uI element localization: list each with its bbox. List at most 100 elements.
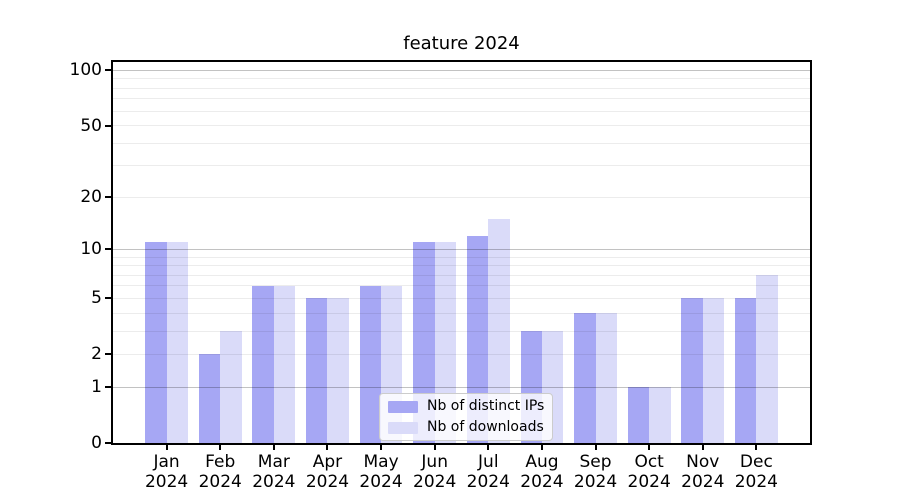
x-label-month-may: May: [363, 452, 399, 472]
y-tick-1: [105, 386, 111, 389]
gridline-minor-90: [113, 78, 810, 80]
x-tick-jan: [165, 445, 168, 450]
x-tick-label-may: May 2024: [351, 452, 411, 492]
bar-distinct-ips-may: [359, 285, 382, 443]
bar-downloads-oct: [649, 387, 671, 443]
y-tick-label-50: 50: [80, 115, 102, 136]
x-tick-oct: [648, 445, 651, 450]
bar-downloads-apr: [327, 298, 349, 443]
gridline-minor-6: [113, 285, 810, 287]
y-tick-label-20: 20: [80, 187, 102, 208]
x-label-month-oct: Oct: [634, 452, 664, 472]
bar-distinct-ips-jul: [466, 235, 489, 443]
x-tick-label-nov: Nov 2024: [673, 452, 733, 492]
gridline-minor-50: [113, 125, 810, 127]
y-tick-label-1: 1: [91, 377, 102, 398]
bar-downloads-jan: [166, 242, 188, 443]
y-tick-label-10: 10: [80, 239, 102, 260]
gridline-minor-7: [113, 274, 810, 276]
x-tick-label-jul: Jul 2024: [458, 452, 518, 492]
bar-downloads-feb: [220, 331, 242, 443]
x-label-year-nov: 2024: [681, 472, 725, 492]
y-tick-5: [105, 297, 111, 300]
x-label-year-apr: 2024: [305, 472, 350, 492]
bar-downloads-sep: [595, 313, 617, 443]
gridline-minor-2: [113, 353, 810, 355]
y-tick-50: [105, 124, 111, 127]
bar-downloads-mar: [273, 285, 296, 443]
gridline-minor-60: [113, 110, 810, 112]
plot-area: [111, 60, 812, 445]
x-tick-jun: [433, 445, 436, 450]
gridline-minor-40: [113, 142, 810, 144]
x-tick-apr: [326, 445, 329, 450]
x-tick-label-aug: Aug 2024: [512, 452, 572, 492]
y-tick-2: [105, 353, 111, 356]
x-label-year-sep: 2024: [573, 472, 618, 492]
gridline-major-100: [113, 69, 810, 71]
gridline-minor-4: [113, 312, 810, 314]
bar-downloads-jul: [488, 219, 510, 443]
bar-downloads-nov: [702, 298, 725, 443]
x-label-year-feb: 2024: [198, 472, 242, 492]
x-tick-dec: [755, 445, 758, 450]
x-label-year-may: 2024: [359, 472, 403, 492]
legend: Nb of distinct IPs Nb of downloads: [379, 393, 554, 441]
y-tick-10: [105, 248, 111, 251]
x-label-year-jun: 2024: [413, 472, 457, 492]
legend-swatch-distinct-ips: [388, 400, 418, 413]
x-tick-mar: [272, 445, 275, 450]
x-label-year-mar: 2024: [252, 472, 296, 492]
bar-distinct-ips-mar: [252, 285, 274, 443]
bar-distinct-ips-nov: [681, 298, 703, 443]
gridline-minor-30: [113, 165, 810, 167]
legend-entry-distinct-ips: Nb of distinct IPs: [388, 399, 544, 414]
x-label-month-jan: Jan: [153, 452, 180, 472]
x-label-year-dec: 2024: [734, 472, 778, 492]
x-tick-label-feb: Feb 2024: [190, 452, 250, 492]
legend-entry-downloads: Nb of downloads: [388, 420, 544, 435]
gridline-minor-70: [113, 98, 810, 100]
x-tick-label-sep: Sep 2024: [566, 452, 626, 492]
x-tick-label-oct: Oct 2024: [619, 452, 679, 492]
x-label-month-mar: Mar: [257, 452, 290, 472]
gridline-major-10: [113, 248, 810, 250]
bar-distinct-ips-dec: [734, 298, 757, 443]
x-label-year-oct: 2024: [627, 472, 671, 492]
x-tick-label-dec: Dec 2024: [726, 452, 786, 492]
x-tick-may: [380, 445, 383, 450]
gridline-minor-9: [113, 256, 810, 258]
y-tick-label-5: 5: [91, 288, 102, 309]
bar-distinct-ips-sep: [574, 313, 596, 443]
x-label-month-jun: Jun: [421, 452, 448, 472]
y-tick-label-100: 100: [69, 60, 102, 81]
x-tick-jul: [487, 445, 490, 450]
legend-swatch-downloads: [388, 421, 418, 434]
x-tick-label-apr: Apr 2024: [297, 452, 357, 492]
x-label-year-jan: 2024: [144, 472, 189, 492]
x-label-month-apr: Apr: [312, 452, 343, 472]
x-label-month-jul: Jul: [478, 452, 499, 472]
y-tick-label-0: 0: [91, 433, 102, 453]
x-tick-sep: [594, 445, 597, 450]
gridline-minor-8: [113, 265, 810, 267]
bar-distinct-ips-jun: [413, 242, 435, 443]
bar-downloads-dec: [756, 275, 778, 443]
gridline-minor-20: [113, 196, 810, 198]
x-tick-label-jan: Jan 2024: [137, 452, 197, 492]
x-label-month-sep: Sep: [579, 452, 612, 472]
legend-label-distinct-ips: Nb of distinct IPs: [427, 398, 545, 414]
legend-label-downloads: Nb of downloads: [427, 419, 544, 435]
y-tick-label-2: 2: [91, 344, 102, 365]
x-label-year-jul: 2024: [466, 472, 510, 492]
y-tick-0: [105, 442, 111, 444]
x-label-year-aug: 2024: [520, 472, 564, 492]
y-tick-20: [105, 196, 111, 199]
x-label-month-feb: Feb: [205, 452, 236, 472]
x-tick-label-jun: Jun 2024: [405, 452, 465, 492]
gridline-minor-80: [113, 87, 810, 89]
gridline-major-1: [113, 386, 810, 388]
y-tick-100: [105, 69, 111, 72]
bar-distinct-ips-feb: [198, 354, 221, 443]
